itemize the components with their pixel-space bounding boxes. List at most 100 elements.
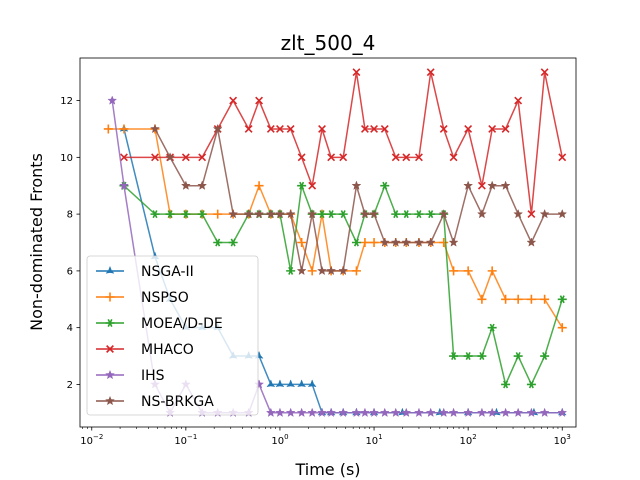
data-point <box>254 181 264 191</box>
data-point <box>181 153 190 162</box>
data-point <box>439 238 449 247</box>
data-point <box>360 125 369 133</box>
legend-swatch-marker <box>105 319 115 327</box>
data-point <box>266 125 275 133</box>
data-point <box>317 265 327 276</box>
data-point <box>165 210 175 219</box>
data-point <box>297 379 307 388</box>
data-point <box>317 210 327 219</box>
data-point <box>513 352 523 360</box>
data-point <box>390 237 401 247</box>
data-point <box>513 208 524 219</box>
data-point <box>513 294 523 304</box>
data-point <box>500 407 511 418</box>
legend-label: MOEA/D-DE <box>141 316 223 332</box>
data-point <box>286 379 296 388</box>
data-point <box>527 210 536 219</box>
plot-frame <box>79 57 577 428</box>
data-point <box>487 266 497 276</box>
data-point <box>338 407 349 418</box>
x-tick-label: 102 <box>460 433 477 447</box>
data-point <box>526 380 536 389</box>
data-point <box>476 407 487 418</box>
data-point <box>197 210 207 219</box>
data-point <box>464 125 473 133</box>
data-point <box>327 153 336 162</box>
y-tick-label: 2 <box>67 380 73 391</box>
data-point <box>266 379 276 388</box>
data-point <box>307 407 318 418</box>
data-point <box>500 180 511 190</box>
series-line <box>154 128 563 272</box>
data-point <box>107 95 118 105</box>
data-point <box>487 180 498 190</box>
data-point <box>557 407 568 418</box>
data-point <box>390 407 401 418</box>
data-point <box>401 407 412 418</box>
series-mhaco <box>120 68 567 219</box>
data-point <box>477 294 487 304</box>
data-point <box>360 238 370 247</box>
data-point <box>463 407 474 418</box>
legend-box <box>86 255 259 416</box>
data-point <box>213 209 223 219</box>
data-point <box>477 181 486 190</box>
data-point <box>369 208 380 219</box>
data-point <box>488 125 497 133</box>
data-point <box>391 153 400 162</box>
data-point <box>379 237 390 247</box>
legend-swatch-marker <box>105 292 115 302</box>
data-point <box>229 96 238 105</box>
data-point <box>165 152 176 162</box>
data-point <box>254 208 265 219</box>
data-point <box>286 125 295 133</box>
data-point <box>297 153 306 162</box>
x-tick-label: 103 <box>554 433 571 447</box>
data-point <box>120 153 128 162</box>
chart-title: zlt_500_4 <box>281 31 376 55</box>
data-point <box>438 407 449 418</box>
data-point <box>308 181 317 190</box>
data-point <box>539 208 550 219</box>
data-point <box>477 352 487 360</box>
data-point <box>326 407 337 418</box>
data-point <box>402 153 411 162</box>
data-point <box>476 208 487 219</box>
data-point <box>151 153 159 162</box>
legend-label: IHS <box>141 368 165 384</box>
data-point <box>150 210 160 219</box>
y-axis: 2 4 6 8 10 12 <box>60 96 80 391</box>
data-point <box>197 180 208 190</box>
data-point <box>228 238 238 247</box>
y-tick-label: 6 <box>67 266 73 277</box>
data-point <box>339 153 348 162</box>
data-point <box>212 123 223 134</box>
data-point <box>326 265 337 276</box>
x-axis: 10−2 10−1 100 101 102 103 <box>80 427 571 447</box>
data-point <box>274 208 285 219</box>
data-point <box>401 210 411 219</box>
y-tick-label: 8 <box>67 210 73 221</box>
legend-label: MHACO <box>141 342 194 358</box>
data-point <box>286 266 296 275</box>
data-point <box>317 407 327 418</box>
data-point <box>439 125 448 133</box>
data-point <box>557 323 567 333</box>
data-point <box>463 352 473 360</box>
data-point <box>351 266 361 276</box>
data-point <box>540 352 550 360</box>
data-point <box>391 210 401 219</box>
legend-swatch-marker <box>105 369 115 380</box>
data-point <box>425 407 436 418</box>
data-point <box>351 238 361 247</box>
data-point <box>413 237 424 247</box>
data-point <box>276 125 284 133</box>
data-point <box>265 407 276 418</box>
data-point <box>463 266 473 276</box>
series-moea-d-de <box>119 181 567 389</box>
data-point <box>296 265 307 276</box>
x-tick-label: 10−1 <box>174 433 197 447</box>
data-point <box>501 380 511 389</box>
data-point <box>426 210 436 219</box>
